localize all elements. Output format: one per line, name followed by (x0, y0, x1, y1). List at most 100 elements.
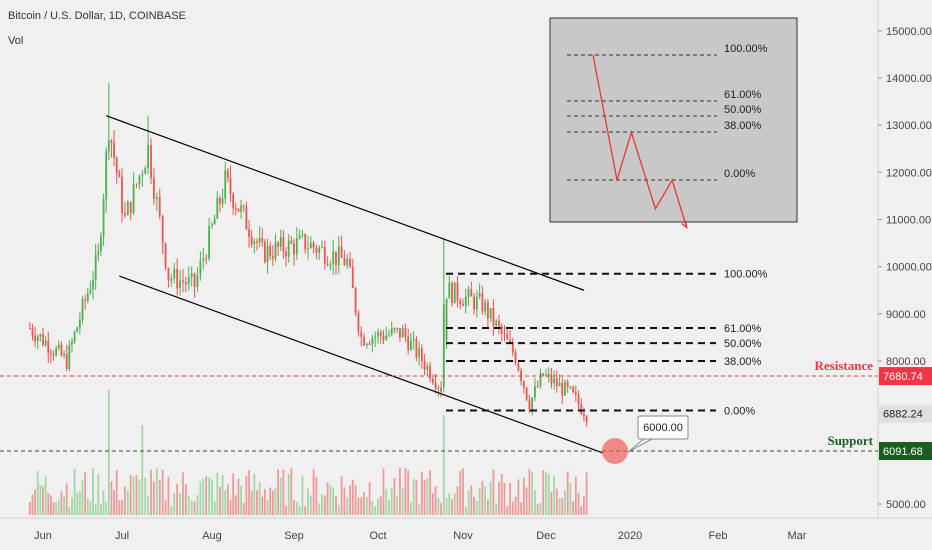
candle-body (312, 242, 315, 248)
volume-bar (285, 505, 287, 515)
volume-bar (536, 504, 539, 515)
candles (28, 82, 588, 427)
candle-body (211, 224, 213, 227)
volume-bar (179, 493, 181, 515)
candle-body (153, 178, 155, 199)
volume-bar (28, 502, 31, 515)
volume-bar (115, 470, 118, 515)
candle-body (464, 296, 467, 306)
candle-body (102, 198, 105, 237)
candle-body (412, 339, 415, 341)
volume-bar (184, 484, 187, 515)
candle-body (555, 378, 558, 387)
volume-bar (577, 493, 580, 515)
candle-body (208, 226, 210, 259)
volume-bar (205, 476, 208, 515)
support-price-badge-text: 6091.68 (883, 446, 923, 458)
candle-body (256, 241, 258, 243)
resistance-price-badge-text: 7680.74 (883, 371, 923, 383)
volume-bar (363, 492, 365, 515)
volume-bar (31, 494, 34, 515)
candle-body (371, 337, 374, 345)
volume-indicator-label[interactable]: Vol (8, 35, 24, 47)
volume-bar (202, 478, 205, 515)
volume-bar (473, 497, 475, 515)
volume-bar (92, 468, 94, 515)
volume-bar (475, 501, 478, 515)
candle-body (522, 381, 525, 388)
x-tick-label: Nov (453, 530, 473, 542)
volume-bar (377, 498, 379, 515)
volume-bar (193, 501, 196, 515)
candle-body (335, 251, 337, 265)
volume-bars (28, 390, 588, 515)
candle-body (173, 268, 176, 279)
inset-arrow-head (681, 220, 688, 230)
candle-body (76, 327, 79, 332)
volume-bar (464, 506, 467, 515)
volume-bar (261, 496, 264, 515)
candle-body (226, 170, 229, 178)
volume-bar (287, 473, 290, 515)
volume-bar (459, 470, 462, 515)
candle-body (52, 354, 55, 356)
volume-bar (404, 467, 407, 515)
volume-bar (307, 488, 309, 515)
candle-body (285, 251, 287, 257)
candle-body (245, 206, 248, 230)
candle-body (141, 174, 144, 176)
channel-upper-line (105, 115, 585, 291)
candle-body (301, 234, 304, 236)
volume-bar (60, 491, 63, 515)
volume-bar (167, 476, 170, 515)
volume-bar (237, 478, 240, 515)
resistance-price-badge-bg (879, 367, 932, 386)
callout-label: 6000.00 (643, 422, 683, 434)
candle-body (564, 381, 566, 396)
volume-bar (105, 502, 108, 515)
volume-bar (216, 472, 219, 515)
candle-body (261, 237, 264, 242)
x-tick-label: 2020 (618, 530, 642, 542)
candle-body (279, 237, 282, 247)
candle-body (229, 177, 232, 195)
volume-bar (456, 486, 459, 515)
volume-bar (86, 498, 89, 515)
candle-body (481, 293, 484, 312)
candle-body (150, 145, 152, 179)
callout-pointer (627, 438, 653, 453)
candle-body (357, 312, 360, 332)
volume-bar (349, 485, 351, 515)
candle-body (506, 333, 509, 340)
volume-bar (89, 501, 92, 515)
candle-body (170, 278, 173, 281)
candle-body (264, 241, 266, 262)
volume-bar (141, 425, 144, 515)
volume-bar (124, 486, 126, 515)
candle-body (318, 247, 321, 253)
candle-body (404, 328, 407, 337)
candle-body (44, 340, 47, 346)
x-tick-label: Sep (284, 530, 304, 542)
volume-bar (522, 477, 525, 515)
volume-bar (343, 487, 346, 515)
volume-bar (360, 497, 363, 515)
candle-body (138, 175, 141, 185)
volume-bar (221, 475, 224, 515)
volume-bar (388, 499, 390, 515)
candle-body (78, 319, 81, 328)
inset-fib-label: 61.00% (724, 89, 762, 101)
candle-body (363, 336, 365, 346)
volume-bar (266, 500, 269, 515)
candle-body (65, 353, 68, 369)
candle-body (47, 340, 50, 354)
volume-bar (232, 473, 235, 515)
volume-bar (76, 492, 79, 515)
x-tick-label: Aug (202, 530, 222, 542)
volume-bar (329, 485, 332, 515)
callout-box (637, 415, 689, 440)
volume-bar (365, 496, 368, 515)
candle-body (234, 208, 237, 210)
volume-bar (295, 502, 298, 515)
